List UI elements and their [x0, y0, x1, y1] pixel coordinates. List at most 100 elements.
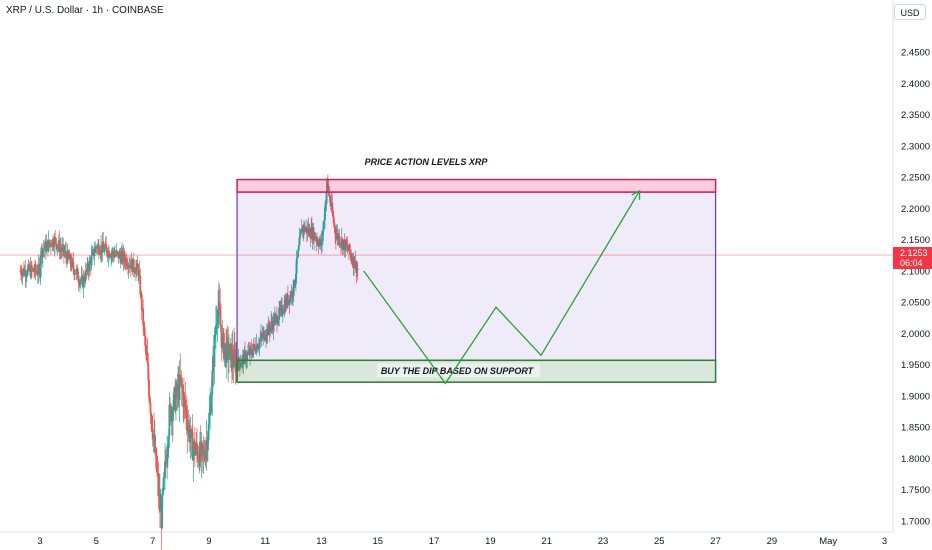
candle-body	[164, 461, 167, 463]
candle-body	[356, 268, 358, 274]
candle-body	[24, 270, 27, 278]
candle-body	[260, 334, 263, 336]
candle-body	[168, 404, 171, 437]
price-tick-label: 2.3500	[901, 110, 930, 121]
candle-body	[58, 240, 61, 253]
candle-body	[39, 255, 42, 278]
price-tick-label: 1.8500	[901, 423, 930, 434]
candle-body	[49, 243, 52, 247]
candle-body	[88, 260, 91, 272]
candle-body	[323, 219, 326, 222]
candle-body	[152, 435, 155, 440]
support-label-background	[377, 363, 540, 378]
candle-body	[220, 324, 222, 332]
candle-body	[332, 212, 334, 217]
candle-body	[191, 429, 193, 433]
candle-body	[91, 251, 94, 255]
candle-body	[327, 179, 329, 186]
candle-body	[172, 392, 175, 409]
candle-body	[189, 438, 192, 443]
candle-body	[308, 228, 311, 237]
candle-body	[38, 264, 41, 268]
candle-body	[355, 261, 358, 274]
candle-body	[90, 254, 93, 266]
candle-body	[105, 243, 108, 248]
candle-body	[37, 264, 40, 275]
price-tick-label: 1.9500	[901, 360, 930, 371]
candle-body	[316, 240, 319, 245]
candle-body	[145, 351, 148, 361]
time-tick-label: 3	[37, 536, 42, 547]
price-tick-label: 2.0500	[901, 298, 930, 309]
candle-body	[48, 239, 51, 244]
time-tick-label: 25	[654, 536, 665, 547]
support-zone	[236, 359, 717, 383]
candle-body	[114, 254, 117, 256]
candle-body	[42, 249, 45, 251]
candle-body	[36, 274, 39, 275]
candle-body	[77, 279, 80, 282]
candle-body	[73, 268, 76, 275]
candle-body	[223, 347, 226, 360]
candle-body	[146, 360, 149, 364]
candle-body	[327, 185, 330, 194]
candle-body	[313, 232, 316, 239]
candle-body	[303, 225, 306, 232]
candle-body	[348, 244, 351, 252]
candle-body	[349, 251, 352, 255]
candle-body	[164, 461, 166, 472]
time-tick-label: 5	[94, 536, 99, 547]
candle-body	[218, 301, 221, 311]
candle-body	[344, 240, 347, 251]
candle-body	[34, 264, 37, 271]
candle-body	[292, 295, 294, 297]
candle-body	[167, 436, 170, 449]
time-tick-label: 13	[316, 536, 327, 547]
candle-body	[45, 244, 48, 252]
time-tick-label: 19	[485, 536, 496, 547]
candle-body	[162, 477, 165, 491]
price-tick-label: 2.3000	[901, 141, 930, 152]
candle-body	[30, 265, 33, 277]
price-tick-label: 2.1500	[901, 235, 930, 246]
currency-button[interactable]: USD	[894, 4, 926, 20]
candle-body	[264, 339, 267, 341]
candle-body	[256, 344, 259, 350]
time-tick-label: 11	[260, 536, 270, 547]
time-tick-label: 15	[373, 536, 384, 547]
candle-body	[191, 432, 194, 461]
candle-body	[54, 236, 57, 239]
time-tick-label: 23	[598, 536, 609, 547]
candle-body	[66, 250, 69, 263]
candle-body	[240, 363, 243, 366]
candle-body	[53, 236, 56, 247]
candle-body	[227, 340, 230, 360]
price-tick-label: 1.7500	[901, 485, 930, 496]
candle-body	[249, 347, 251, 356]
candle-body	[72, 261, 75, 269]
candle-body	[32, 268, 35, 272]
candle-body	[252, 344, 255, 350]
candle-body	[226, 337, 229, 341]
candle-body	[149, 402, 152, 413]
candle-body	[223, 333, 225, 360]
price-tick-label: 1.9000	[901, 391, 930, 402]
candle-body	[325, 191, 328, 204]
candle-body	[166, 453, 169, 465]
candle-body	[247, 352, 249, 354]
candle-body	[295, 273, 297, 281]
candle-body	[201, 442, 203, 446]
candle-body	[201, 445, 204, 454]
candle-body	[119, 252, 121, 257]
candle-body	[279, 306, 282, 311]
time-tick-label: May	[819, 536, 837, 547]
candle-body	[228, 345, 231, 356]
candle-body	[56, 246, 59, 249]
candle-body	[258, 340, 261, 347]
time-axis: 3 5 7 9 11 13 15 17 19 21 23 25 27 29 May 3	[37, 536, 887, 547]
candle-body	[257, 347, 259, 350]
candle-body	[159, 493, 161, 512]
candle-body	[257, 346, 260, 348]
candle-body	[320, 241, 323, 246]
